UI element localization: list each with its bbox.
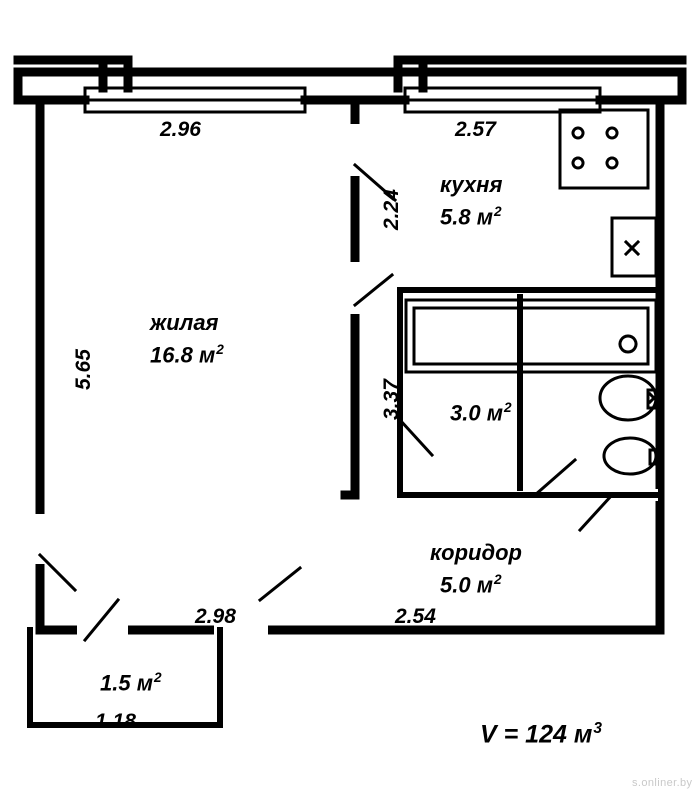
kitchen-area: 5.8 м2 <box>440 204 502 230</box>
inner-walls <box>30 290 660 725</box>
volume-label: V = 124 м3 <box>480 720 602 749</box>
living-area: 16.8 м2 <box>150 342 224 368</box>
bath-area: 3.0 м2 <box>450 400 512 426</box>
door-gaps <box>40 130 652 630</box>
corridor-name: коридор <box>430 540 522 566</box>
dim-left-h: 5.65 <box>72 349 96 390</box>
door-arcs <box>40 165 612 640</box>
kitchen-name: кухня <box>440 172 502 198</box>
dim-top-right: 2.57 <box>455 118 496 142</box>
balcony-area: 1.5 м2 <box>100 670 162 696</box>
dim-bottom-left: 2.98 <box>195 605 236 629</box>
corridor-area: 5.0 м2 <box>440 572 502 598</box>
dim-bottom-right: 2.54 <box>395 605 436 629</box>
watermark: s.onliner.by <box>632 777 692 789</box>
living-name: жилая <box>150 310 219 336</box>
floor-plan: { "type": "floor-plan", "canvas": { "wid… <box>0 0 700 791</box>
dim-top-left: 2.96 <box>160 118 201 142</box>
dim-mid-h: 3.37 <box>380 379 404 420</box>
dim-kitchen-h: 2.24 <box>380 189 404 230</box>
dim-balcony-w: 1.18 <box>95 710 136 734</box>
